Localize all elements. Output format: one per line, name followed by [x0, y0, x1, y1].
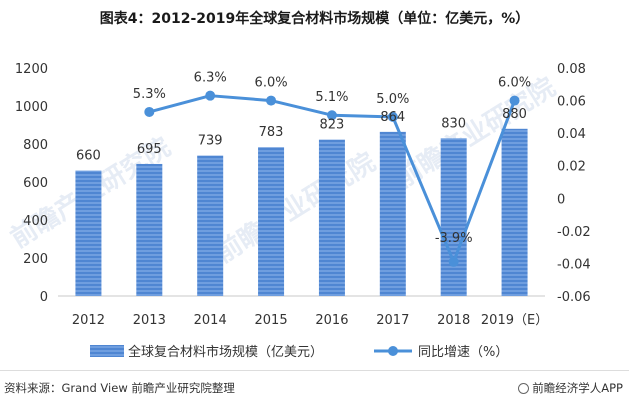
x-tick-label: 2018 — [437, 313, 470, 328]
y-right-tick-label: -0.02 — [557, 225, 591, 240]
y-left-tick-label: 200 — [23, 252, 48, 267]
bar-value-label: 739 — [198, 134, 223, 149]
x-tick-label: 2016 — [315, 313, 348, 328]
x-tick-label: 2015 — [255, 313, 288, 328]
bar — [258, 147, 285, 296]
y-right-tick-label: 0.04 — [557, 127, 586, 142]
x-tick-label: 2012 — [72, 313, 105, 328]
legend-line-marker — [388, 346, 398, 356]
growth-value-label: 6.0% — [498, 76, 531, 91]
y-right-tick-label: -0.06 — [557, 290, 591, 305]
bar — [197, 155, 224, 296]
bar-value-label: 864 — [380, 110, 405, 125]
y-right-tick-label: 0 — [557, 192, 565, 207]
bar — [318, 139, 345, 296]
y-right-tick-label: 0.06 — [557, 95, 586, 110]
bar — [501, 128, 528, 296]
y-left-tick-label: 1200 — [15, 62, 48, 77]
x-tick-label: 2014 — [194, 313, 227, 328]
legend-bar-label: 全球复合材料市场规模（亿美元） — [128, 344, 323, 360]
growth-value-label: 6.3% — [194, 71, 227, 86]
brand-credit: 前瞻经济学人APP — [518, 380, 623, 396]
growth-value-label: 5.1% — [315, 90, 348, 105]
growth-point — [448, 256, 459, 267]
chart-title: 图表4：2012-2019年全球复合材料市场规模（单位：亿美元，%） — [99, 11, 530, 27]
growth-point — [387, 111, 398, 122]
bar-value-label: 695 — [137, 142, 162, 157]
x-tick-label: 2017 — [376, 313, 409, 328]
y-right-tick-label: 0.02 — [557, 160, 586, 175]
bar — [440, 138, 467, 296]
watermark-text-1: 前瞻产业研究院 — [210, 146, 381, 269]
brand-text: 前瞻经济学人APP — [532, 381, 623, 395]
y-left-tick-label: 1000 — [15, 100, 48, 115]
growth-point — [509, 95, 520, 106]
footer-divider — [0, 370, 629, 371]
x-tick-label: 2013 — [133, 313, 166, 328]
growth-point — [266, 95, 277, 106]
y-left-tick-label: 800 — [23, 138, 48, 153]
growth-point — [205, 90, 216, 101]
watermark-text-2: 前瞻产业研究院 — [390, 71, 561, 194]
bar-value-label: 823 — [320, 118, 345, 133]
growth-value-label: 5.3% — [133, 87, 166, 102]
bar-value-label: 660 — [76, 149, 101, 164]
growth-point — [326, 110, 337, 121]
x-tick-label: 2019（E） — [481, 313, 548, 328]
bar — [75, 170, 102, 296]
legend-line-label: 同比增速（%） — [418, 345, 508, 360]
legend-bar-swatch — [90, 345, 124, 357]
y-left-tick-label: 400 — [23, 214, 48, 229]
bar — [136, 163, 163, 296]
y-left-tick-label: 0 — [40, 290, 48, 305]
growth-value-label: 5.0% — [376, 92, 409, 107]
bar-value-label: 830 — [441, 116, 466, 131]
bar-value-label: 880 — [502, 107, 527, 122]
growth-value-label: 6.0% — [255, 76, 288, 91]
y-left-tick-label: 600 — [23, 176, 48, 191]
y-right-tick-label: -0.04 — [557, 257, 591, 272]
chart: 前瞻产业研究院前瞻产业研究院前瞻产业研究院 020040060080010001… — [5, 62, 591, 360]
bar-value-label: 783 — [259, 125, 284, 140]
growth-value-label: -3.9% — [435, 231, 473, 246]
bar — [379, 131, 406, 296]
source-note: 资料来源：Grand View 前瞻产业研究院整理 — [4, 381, 235, 395]
growth-point — [144, 106, 155, 117]
brand-logo-icon — [518, 382, 530, 394]
y-right-tick-label: 0.08 — [557, 62, 586, 77]
